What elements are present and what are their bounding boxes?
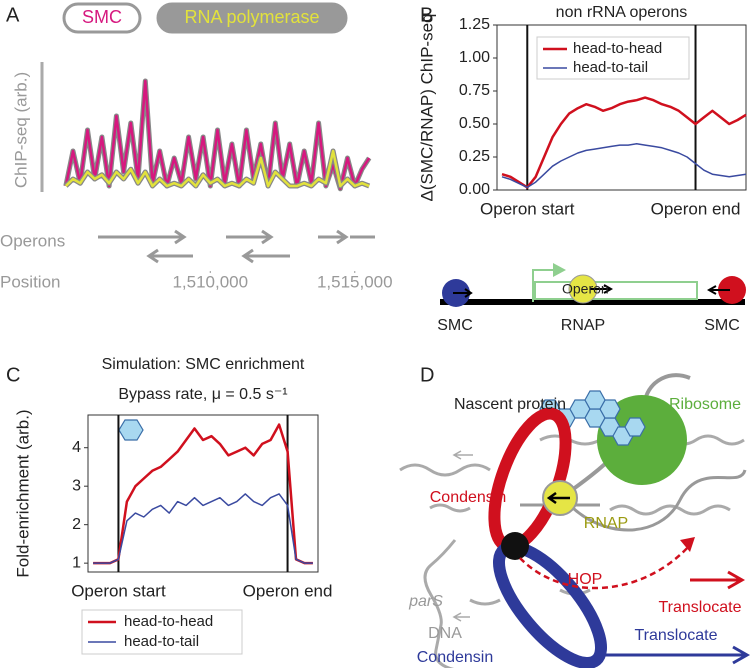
legend-item: SMC: [62, 2, 142, 34]
operon-label: Operon: [562, 281, 609, 297]
x-tick-label: Operon start: [71, 581, 166, 600]
plot-frame: [496, 24, 747, 191]
legend-label: SMC: [82, 7, 122, 27]
line: [64, 79, 371, 191]
y-tick-label: 0.00: [459, 181, 490, 198]
line: [501, 143, 747, 189]
diagram-label: Nascent protein: [454, 396, 566, 413]
row-label: Operons: [0, 231, 65, 250]
legend-box: [81, 609, 243, 655]
legend-item: RNA polymerase: [156, 2, 348, 34]
x-tick-label: 1,510,000: [172, 272, 248, 291]
rnap-label: RNAP: [561, 317, 605, 334]
operon-schematic: [440, 263, 746, 307]
chart-title: non rRNA operons: [556, 4, 688, 21]
diagram-label: RNAP: [584, 515, 628, 532]
panel-label: B: [420, 4, 433, 26]
diagram-label: DNA: [428, 625, 462, 642]
legend-pill: [62, 2, 142, 34]
legend-label: head-to-tail: [573, 59, 648, 76]
y-tick-label: 1.25: [459, 16, 490, 33]
line: [93, 493, 313, 564]
panel-label: D: [420, 364, 434, 386]
diagram-label: Condensin: [417, 649, 494, 666]
y-axis-label: Fold-enrichment (arb.): [13, 409, 32, 577]
y-axis-label: Δ(SMC/RNAP) ChIP-seq: [417, 14, 436, 202]
plot-frame: [87, 414, 319, 573]
y-tick-label: 0.50: [459, 115, 490, 132]
x-tick-label: 1,515,000: [317, 272, 393, 291]
legend-pill: [156, 2, 348, 34]
diagram-label: Ribosome: [669, 396, 741, 413]
smc-label: SMC: [704, 317, 740, 334]
y-tick-label: 0.75: [459, 82, 490, 99]
chart-subtitle: Bypass rate, μ = 0.5 s⁻¹: [118, 386, 287, 403]
y-tick-label: 0.25: [459, 148, 490, 165]
x-tick-label: Operon start: [480, 199, 575, 218]
diagram-label: Translocate: [635, 627, 718, 644]
legend-label: head-to-head: [124, 613, 213, 630]
line: [64, 149, 370, 188]
panel-label: C: [6, 364, 20, 386]
x-tick-label: Operon end: [243, 581, 333, 600]
diagram-label: Condensin: [430, 489, 507, 506]
line: [93, 423, 313, 565]
diagram-label: Translocate: [659, 599, 742, 616]
legend-label: head-to-tail: [124, 633, 199, 650]
legend-label: RNA polymerase: [184, 7, 319, 27]
legend-label: head-to-head: [573, 40, 662, 57]
y-tick-label: 3: [72, 477, 81, 494]
mechanism-diagram: [118, 373, 751, 668]
x-tick-label: Operon end: [651, 199, 741, 218]
y-tick-label: 2: [72, 516, 81, 533]
y-tick-label: 1.00: [459, 49, 490, 66]
line: [501, 96, 747, 189]
row-label: Position: [0, 272, 60, 291]
y-tick-label: 1: [72, 554, 81, 571]
panel-label: A: [6, 4, 20, 26]
diagram-label: HOP: [568, 571, 603, 588]
operon-arrows: [98, 229, 375, 264]
legend-box: [536, 36, 690, 80]
diagram-label: parS: [408, 593, 443, 610]
smc-label: SMC: [437, 317, 473, 334]
y-tick-label: 4: [72, 439, 81, 456]
chart-title: Simulation: SMC enrichment: [102, 356, 305, 373]
y-axis-label: ChIP-seq (arb.): [11, 72, 30, 188]
